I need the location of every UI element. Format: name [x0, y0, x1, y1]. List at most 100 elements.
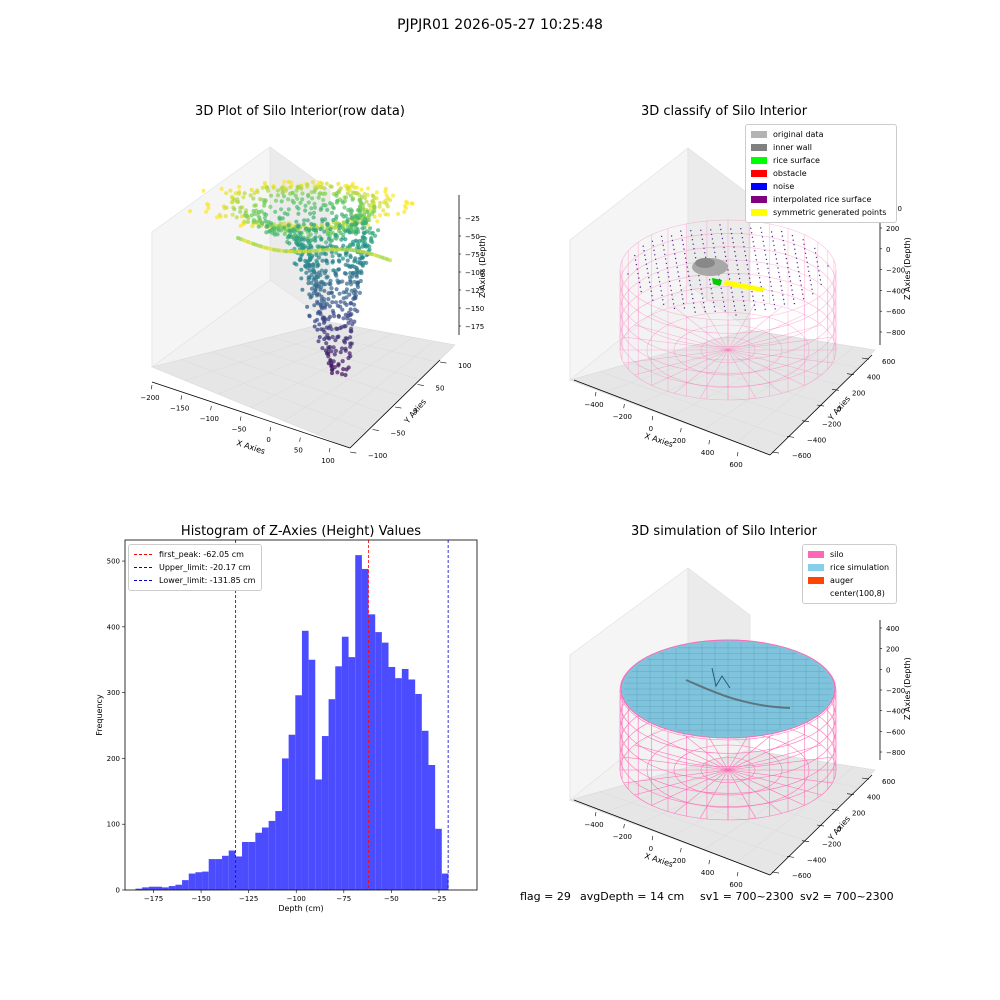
- noise-point: [779, 280, 782, 283]
- legend-label: obstacle: [773, 169, 807, 178]
- data-point: [299, 242, 304, 248]
- histogram-bar: [235, 856, 243, 890]
- z-tick-label: 200: [886, 646, 899, 654]
- noise-point: [679, 284, 682, 287]
- data-point: [316, 275, 321, 279]
- tick-mark: [861, 357, 870, 360]
- histogram-bar: [415, 693, 422, 890]
- data-point: [385, 204, 390, 209]
- legend-label: noise: [773, 182, 795, 191]
- legend-label: first_peak: -62.05 cm: [159, 550, 244, 559]
- x-tick-label: 100: [321, 457, 334, 465]
- noise-point: [635, 263, 638, 266]
- noise-point: [670, 235, 673, 237]
- histogram-bar: [395, 678, 402, 890]
- data-point: [280, 185, 285, 190]
- plot1-x-axis-line: [151, 381, 351, 449]
- z-tick-label: −75: [465, 251, 480, 259]
- legend-line: [134, 554, 152, 555]
- data-point: [342, 340, 347, 345]
- noise-point: [704, 252, 706, 254]
- noise-point: [752, 295, 754, 297]
- noise-point: [674, 253, 676, 255]
- histogram-bar: [155, 886, 163, 890]
- noise-point: [746, 264, 748, 266]
- noise-point: [800, 284, 802, 286]
- data-point: [348, 318, 353, 323]
- noise-point: [704, 256, 707, 258]
- silo-floor-spoke: [673, 306, 729, 351]
- data-point: [341, 296, 346, 301]
- data-point: [368, 226, 373, 231]
- noise-point: [818, 270, 820, 272]
- data-point: [322, 337, 327, 342]
- noise-point: [646, 268, 648, 270]
- tick-mark: [595, 391, 597, 397]
- data-point: [370, 211, 375, 216]
- silo-floor-spoke: [727, 301, 757, 351]
- noise-point: [743, 304, 746, 307]
- data-point: [235, 197, 240, 202]
- data-point: [341, 367, 346, 372]
- data-point: [280, 216, 285, 221]
- noise-point: [720, 233, 723, 235]
- data-point: [331, 311, 336, 316]
- data-point: [228, 188, 233, 193]
- noise-point: [734, 309, 736, 312]
- data-point: [305, 304, 310, 309]
- noise-point: [748, 273, 750, 275]
- data-point: [312, 201, 317, 206]
- data-point: [282, 179, 287, 184]
- x-tick-label: −175: [144, 895, 163, 903]
- noise-point: [808, 270, 810, 272]
- noise-point: [784, 248, 786, 251]
- data-point: [238, 223, 243, 228]
- x-tick-label: −100: [287, 895, 306, 903]
- tick-mark: [623, 403, 625, 409]
- noise-point: [672, 303, 675, 305]
- noise-point: [744, 309, 746, 311]
- noise-point: [792, 293, 794, 296]
- x-tick-label: 0: [649, 425, 653, 433]
- noise-point: [772, 294, 774, 297]
- z-tick-label: 200: [886, 225, 899, 233]
- data-point: [302, 218, 307, 223]
- data-point: [309, 294, 314, 299]
- data-point: [250, 224, 255, 229]
- data-point: [317, 322, 322, 327]
- y-tick-label: 100: [458, 362, 471, 370]
- data-point: [336, 363, 341, 368]
- y-tick-label: 400: [107, 623, 120, 631]
- noise-point: [686, 266, 688, 268]
- z-tick-label: 0: [886, 246, 890, 254]
- data-point: [358, 260, 363, 265]
- data-point: [355, 282, 360, 287]
- noise-point: [691, 239, 694, 241]
- data-point: [338, 350, 343, 355]
- histogram-bar: [261, 827, 269, 890]
- y-tick-label: −200: [822, 421, 841, 429]
- data-point: [303, 208, 308, 213]
- noise-point: [827, 265, 829, 267]
- plot4-legend: silo rice simulation auger center(100,8): [802, 544, 897, 604]
- noise-point: [814, 247, 816, 250]
- histogram-bar: [228, 850, 236, 890]
- legend-entry-silo: silo: [808, 548, 891, 561]
- z-tick-label: −600: [886, 308, 905, 316]
- noise-point: [745, 259, 748, 261]
- data-point: [296, 211, 301, 216]
- plot2-x-ticks: −400 −200 0 200 400 600: [584, 391, 743, 469]
- data-point: [314, 258, 319, 263]
- data-point: [334, 223, 339, 228]
- data-point: [248, 193, 253, 198]
- noise-point: [684, 257, 687, 259]
- data-point: [347, 275, 352, 280]
- noise-point: [793, 302, 796, 305]
- silo-floor-spoke: [727, 349, 783, 394]
- legend-label: auger: [830, 576, 854, 585]
- noise-point: [649, 286, 652, 288]
- data-point: [317, 281, 322, 286]
- y-tick-label: 400: [867, 794, 880, 802]
- data-point: [373, 233, 378, 238]
- data-point: [322, 305, 327, 310]
